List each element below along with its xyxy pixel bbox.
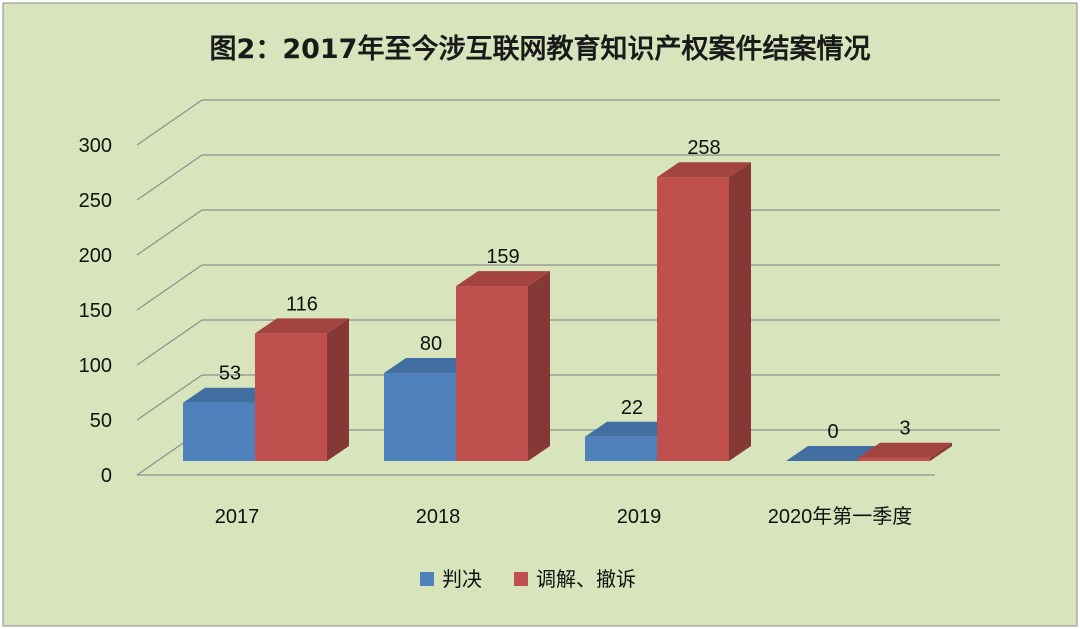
legend-label: 调解、撤诉 [536, 567, 636, 591]
legend: 判决 调解、撤诉 [420, 567, 636, 591]
bar-mediation-3 [858, 442, 952, 461]
grid-diagonal [136, 154, 203, 201]
legend-swatch [514, 572, 528, 586]
data-label: 3 [899, 418, 910, 440]
legend-item-0: 判决 [420, 567, 482, 591]
data-labels: 53 116 80 159 22 258 0 3 [219, 137, 911, 443]
legend-item-1: 调解、撤诉 [514, 567, 636, 591]
y-tick-label: 0 [101, 465, 112, 487]
grid-diagonal [136, 374, 203, 421]
data-label: 53 [219, 363, 241, 385]
bar-mediation-0 [255, 318, 349, 461]
y-tick-label: 250 [79, 190, 112, 212]
data-label: 0 [827, 421, 838, 443]
grid-diagonal [136, 209, 203, 256]
y-tick-label: 50 [90, 410, 112, 432]
grid-diagonal [136, 99, 203, 146]
y-tick-label: 300 [79, 135, 112, 157]
grid-diagonal [136, 319, 203, 366]
data-label: 258 [687, 137, 720, 159]
y-tick-label: 150 [79, 300, 112, 322]
x-category-label: 2018 [416, 506, 461, 528]
data-label: 159 [486, 246, 519, 268]
bar-mediation-1 [456, 271, 550, 461]
bar-mediation-2 [657, 162, 751, 461]
x-axis-categories: 2017 2018 2019 2020年第一季度 [215, 505, 913, 528]
data-label: 116 [286, 293, 318, 315]
bars [183, 162, 952, 461]
data-label: 80 [420, 333, 442, 355]
data-label: 22 [621, 397, 643, 419]
bar-judgment-3 [786, 446, 880, 461]
chart-title: 图2：2017年至今涉互联网教育知识产权案件结案情况 [210, 33, 871, 65]
legend-swatch [420, 572, 434, 586]
grid-diagonal [136, 264, 203, 311]
legend-label: 判决 [442, 567, 482, 591]
x-category-label: 2020年第一季度 [768, 505, 913, 528]
y-axis-ticks: 0 50 100 150 200 250 300 [79, 135, 112, 487]
x-category-label: 2017 [215, 506, 260, 528]
y-tick-label: 100 [79, 355, 112, 377]
y-tick-label: 200 [79, 245, 112, 267]
x-category-label: 2019 [617, 506, 662, 528]
